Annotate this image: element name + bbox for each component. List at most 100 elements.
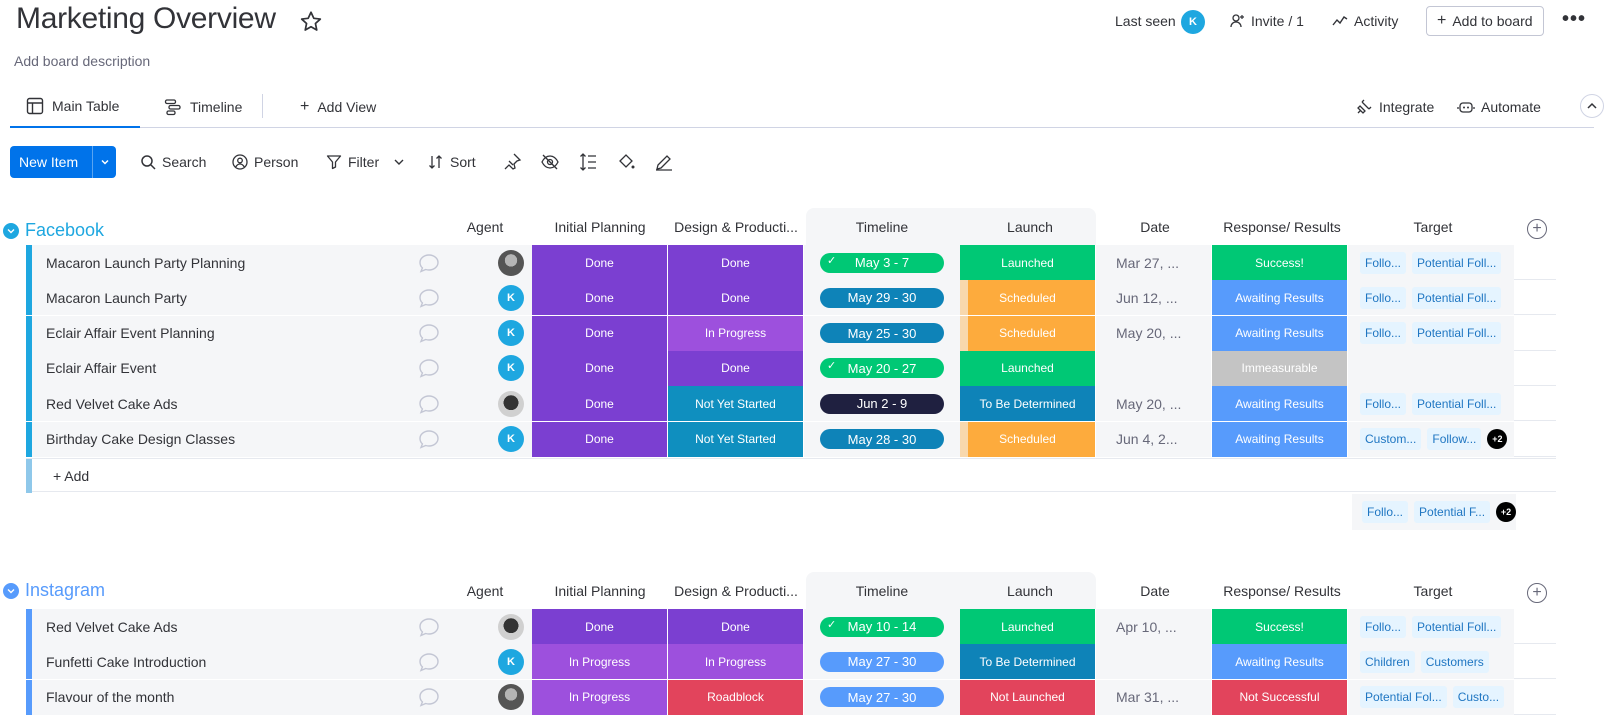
tag[interactable]: Potential Foll... (1412, 322, 1502, 345)
col-initial-planning[interactable]: Initial Planning (554, 219, 646, 235)
avatar[interactable] (498, 249, 524, 276)
row-height-icon[interactable] (578, 152, 598, 172)
timeline-cell[interactable]: May 25 - 30 (804, 315, 960, 351)
tag[interactable]: Follo... (1360, 392, 1407, 415)
tag[interactable]: Potential Foll... (1412, 615, 1502, 638)
col-agent[interactable]: Agent (466, 219, 504, 235)
date-cell[interactable]: Jun 12, ... (1096, 280, 1212, 316)
date-cell[interactable]: Mar 27, ... (1096, 245, 1212, 280)
col-initial-planning[interactable]: Initial Planning (554, 583, 646, 599)
group-title-facebook[interactable]: Facebook (3, 220, 104, 241)
col-timeline[interactable]: Timeline (855, 583, 909, 599)
status-initial-planning[interactable]: In Progress (532, 644, 668, 680)
date-cell[interactable]: May 20, ... (1096, 315, 1212, 351)
status-launch[interactable]: To Be Determined (960, 644, 1096, 680)
status-launch[interactable]: Not Launched (960, 679, 1096, 715)
avatar[interactable]: K (498, 648, 524, 675)
status-initial-planning[interactable]: In Progress (532, 679, 668, 715)
status-initial-planning[interactable]: Done (532, 280, 668, 316)
avatar[interactable]: K (498, 284, 524, 311)
target-cell[interactable] (1348, 350, 1514, 386)
avatar[interactable] (498, 684, 524, 711)
table-row[interactable]: Flavour of the month In Progress Roadblo… (26, 679, 1556, 715)
last-seen-avatar[interactable]: K (1181, 10, 1205, 34)
target-cell[interactable]: Follo... Potential Foll... (1348, 386, 1514, 422)
conversation-button[interactable] (402, 315, 456, 351)
status-launch[interactable]: Launched (960, 609, 1096, 644)
status-response[interactable]: Awaiting Results (1212, 280, 1348, 316)
status-response[interactable]: Not Successful (1212, 679, 1348, 715)
tag[interactable]: Potential Fol... (1360, 686, 1447, 709)
item-name[interactable]: Macaron Launch Party Planning (32, 245, 402, 280)
timeline-cell[interactable]: May 28 - 30 (804, 421, 960, 457)
status-launch[interactable]: Scheduled (960, 280, 1096, 316)
table-row[interactable]: Eclair Affair Event Planning K Done In P… (26, 315, 1556, 351)
add-column-button[interactable]: + (1527, 583, 1547, 603)
tag[interactable]: Custo... (1452, 686, 1505, 709)
add-item-row[interactable]: + Add (26, 458, 1556, 493)
col-date[interactable]: Date (1140, 219, 1170, 235)
col-design[interactable]: Design & Producti... (674, 219, 798, 235)
edit-pen-icon[interactable] (654, 152, 674, 172)
status-launch[interactable]: To Be Determined (960, 386, 1096, 422)
date-cell[interactable]: Apr 10, ... (1096, 609, 1212, 644)
date-cell[interactable]: Jun 4, 2... (1096, 421, 1212, 457)
date-cell[interactable] (1096, 350, 1212, 386)
tag[interactable]: Follo... (1360, 322, 1407, 345)
table-row[interactable]: Macaron Launch Party Planning Done Done … (26, 245, 1556, 280)
conversation-button[interactable] (402, 350, 456, 386)
table-row[interactable]: Birthday Cake Design Classes K Done Not … (26, 421, 1556, 457)
date-cell[interactable]: Mar 31, ... (1096, 679, 1212, 715)
tag[interactable]: Potential Foll... (1412, 392, 1502, 415)
add-item-label[interactable]: + Add (53, 468, 90, 484)
target-cell[interactable]: Follo... Potential Foll... (1348, 280, 1514, 316)
status-initial-planning[interactable]: Done (532, 609, 668, 644)
tag[interactable]: Follo... (1360, 615, 1407, 638)
status-launch[interactable]: Scheduled (960, 315, 1096, 351)
col-design[interactable]: Design & Producti... (674, 583, 798, 599)
item-name[interactable]: Red Velvet Cake Ads (32, 609, 402, 644)
target-cell[interactable]: Potential Fol... Custo... (1348, 679, 1514, 715)
status-response[interactable]: Immeasurable (1212, 350, 1348, 386)
status-response[interactable]: Awaiting Results (1212, 386, 1348, 422)
tag[interactable]: Children (1360, 650, 1415, 673)
col-date[interactable]: Date (1140, 583, 1170, 599)
collapse-header-button[interactable] (1580, 94, 1604, 118)
group-name[interactable]: Instagram (25, 580, 106, 600)
table-row[interactable]: Eclair Affair Event K Done Done ✓ May 20… (26, 350, 1556, 386)
status-response[interactable]: Success! (1212, 609, 1348, 644)
tab-timeline[interactable]: Timeline (158, 86, 248, 128)
table-row[interactable]: Funfetti Cake Introduction K In Progress… (26, 644, 1556, 680)
target-cell[interactable]: Follo... Potential Foll... (1348, 609, 1514, 644)
avatar[interactable]: K (498, 355, 524, 382)
status-response[interactable]: Success! (1212, 245, 1348, 280)
activity-button[interactable]: Activity (1332, 13, 1398, 29)
board-title[interactable]: Marketing Overview (16, 2, 276, 35)
status-design[interactable]: Done (668, 609, 804, 644)
group-name[interactable]: Facebook (25, 220, 105, 240)
integrate-button[interactable]: Integrate (1355, 86, 1434, 128)
status-design[interactable]: In Progress (668, 644, 804, 680)
more-options-icon[interactable]: ••• (1562, 8, 1587, 30)
tag[interactable]: Potential Foll... (1412, 286, 1502, 309)
chevron-down-icon[interactable] (3, 582, 19, 599)
timeline-cell[interactable]: Jun 2 - 9 (804, 386, 960, 422)
item-name[interactable]: Birthday Cake Design Classes (32, 421, 402, 457)
chevron-down-icon[interactable] (3, 222, 19, 239)
timeline-cell[interactable]: May 27 - 30 (804, 644, 960, 680)
status-initial-planning[interactable]: Done (532, 421, 668, 457)
automate-button[interactable]: Automate (1457, 86, 1541, 128)
filter-button[interactable]: Filter (326, 146, 405, 178)
hide-icon[interactable] (540, 152, 560, 172)
more-tags-badge[interactable]: +2 (1487, 429, 1508, 449)
pin-icon[interactable] (502, 152, 522, 172)
status-design[interactable]: Done (668, 280, 804, 316)
target-cell[interactable]: Follo... Potential Foll... (1348, 315, 1514, 351)
item-name[interactable]: Eclair Affair Event Planning (32, 315, 402, 351)
table-row[interactable]: Macaron Launch Party K Done Done May 29 … (26, 280, 1556, 316)
date-cell[interactable]: May 20, ... (1096, 386, 1212, 422)
conversation-button[interactable] (402, 609, 456, 644)
avatar[interactable] (498, 613, 524, 640)
conversation-button[interactable] (402, 644, 456, 680)
status-response[interactable]: Awaiting Results (1212, 315, 1348, 351)
